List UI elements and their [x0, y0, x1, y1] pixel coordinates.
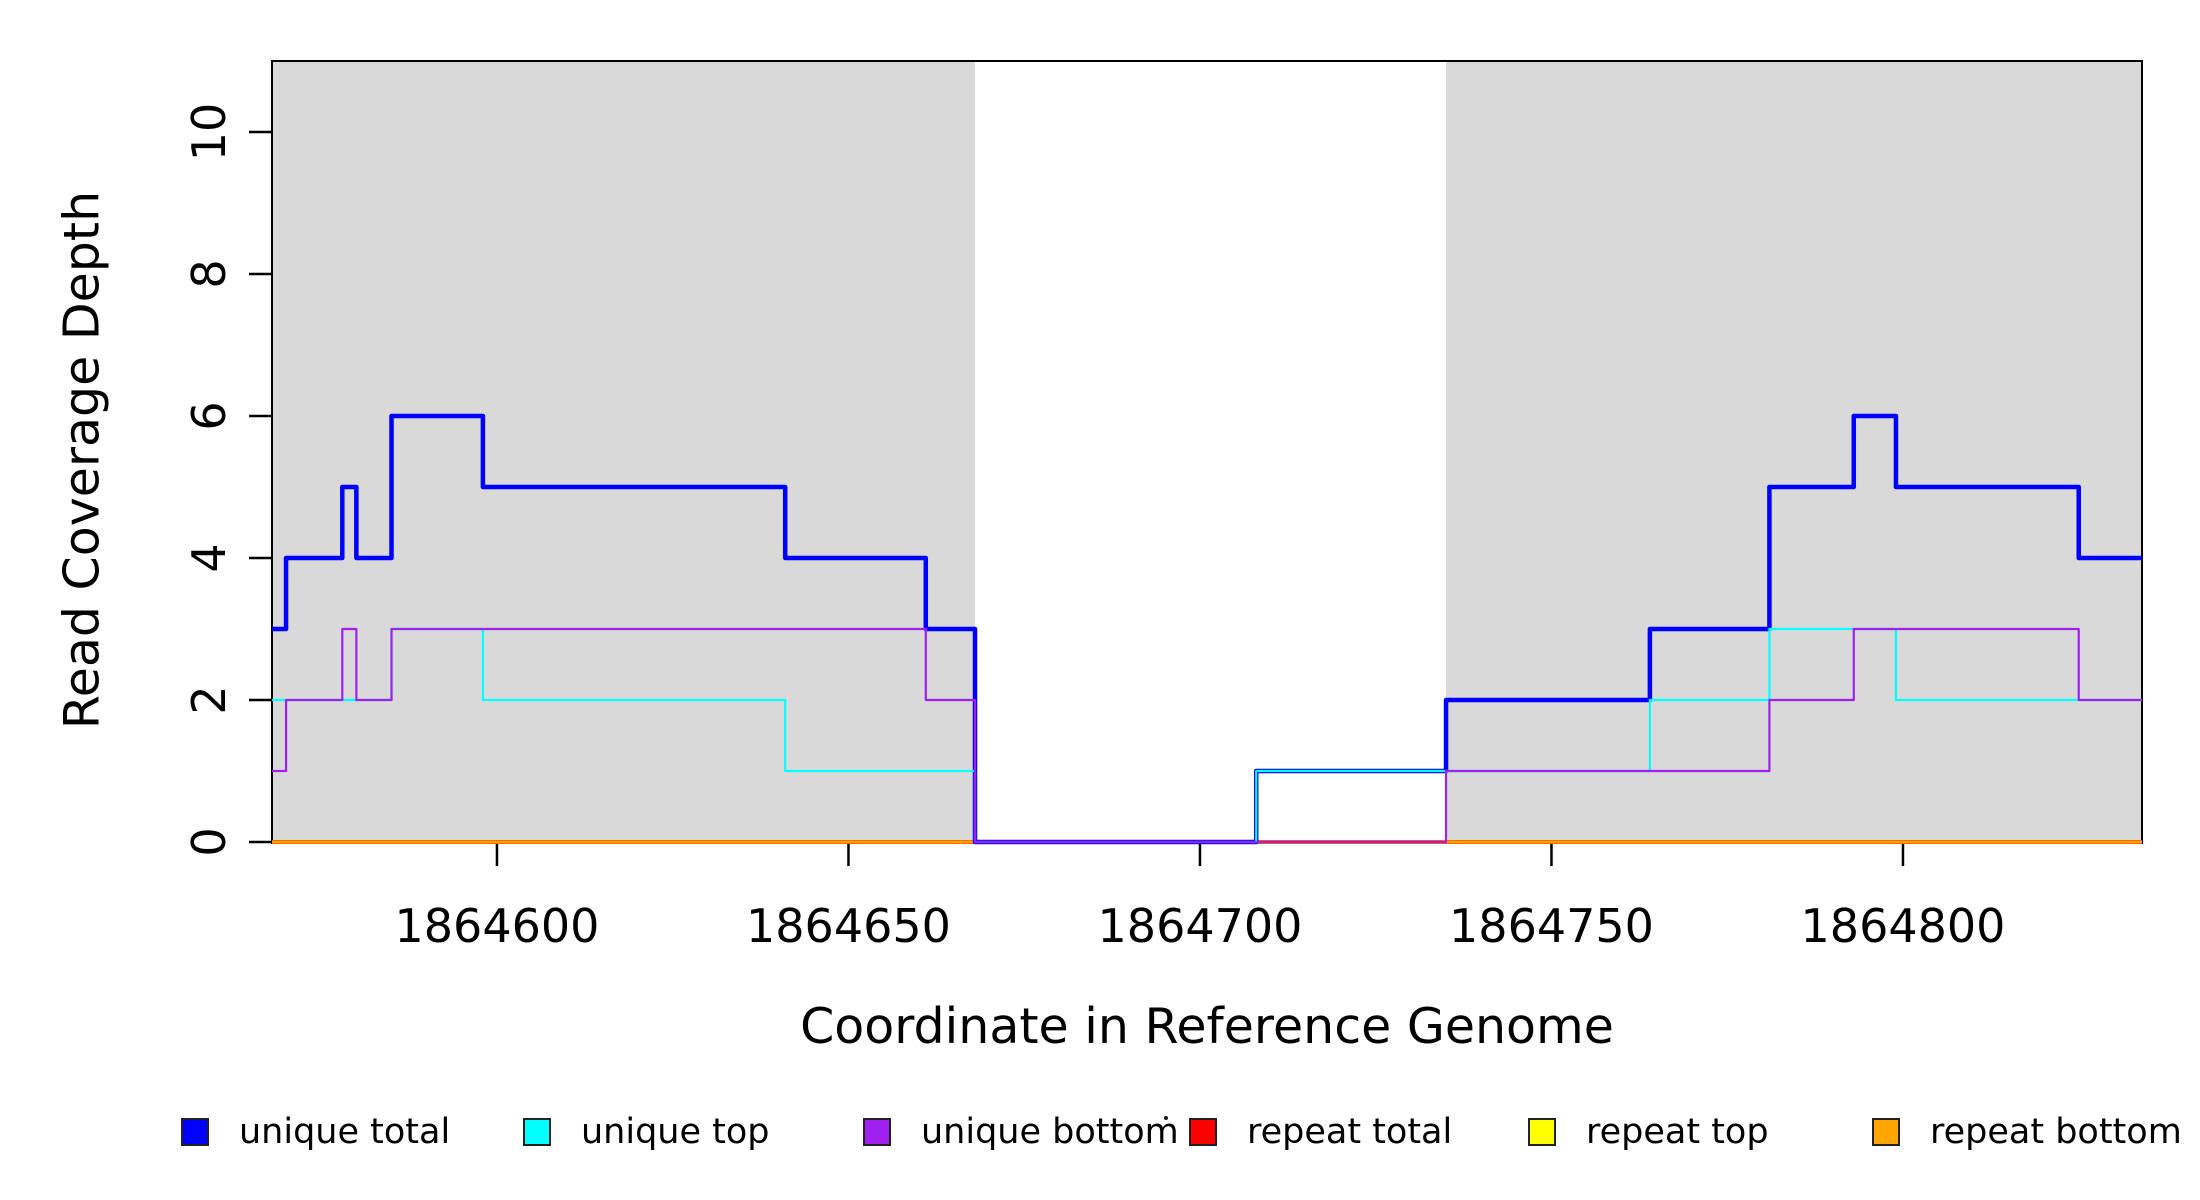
- x-tick-label: 1864700: [1098, 899, 1303, 953]
- x-tick-label: 1864750: [1449, 899, 1654, 953]
- y-tick-label: 6: [182, 401, 236, 430]
- legend-item-unique-bottom: unique bottom: [863, 1112, 1179, 1152]
- legend-label: repeat top: [1586, 1112, 1769, 1152]
- legend-swatch-unique-bottom: [863, 1118, 891, 1146]
- x-tick-label: 1864650: [746, 899, 951, 953]
- legend-item-unique-total: unique total: [181, 1112, 451, 1152]
- x-tick-label: 1864600: [395, 899, 600, 953]
- legend-item-repeat-total: repeat total: [1189, 1112, 1453, 1152]
- legend-swatch-repeat-top: [1528, 1118, 1556, 1146]
- y-tick-label: 8: [182, 259, 236, 288]
- legend-item-unique-top: unique top: [523, 1112, 770, 1152]
- y-tick-label: 0: [182, 827, 236, 856]
- series-line-unique-bottom: [272, 627, 2142, 844]
- legend-label: repeat total: [1247, 1112, 1453, 1152]
- shaded-block-left: [272, 61, 976, 843]
- legend-item-repeat-top: repeat top: [1528, 1112, 1769, 1152]
- stray-dot: [1164, 1116, 1168, 1120]
- y-tick-label: 2: [182, 685, 236, 714]
- legend-item-repeat-bottom: repeat bottom: [1872, 1112, 2182, 1152]
- legend-swatch-unique-top: [523, 1118, 551, 1146]
- y-tick-label: 4: [182, 543, 236, 572]
- x-axis-title: Coordinate in Reference Genome: [800, 998, 1614, 1055]
- y-tick-label: 10: [182, 103, 236, 162]
- y-axis-title: Read Coverage Depth: [53, 190, 111, 730]
- legend-label: unique total: [239, 1112, 451, 1152]
- legend-label: unique bottom: [921, 1112, 1179, 1152]
- x-tick-label: 1864800: [1801, 899, 2006, 953]
- legend-swatch-repeat-bottom: [1872, 1118, 1900, 1146]
- legend-label: unique top: [581, 1112, 770, 1152]
- legend-swatch-repeat-total: [1189, 1118, 1217, 1146]
- legend-label: repeat bottom: [1930, 1112, 2182, 1152]
- shaded-block-right: [1446, 61, 2142, 843]
- legend-swatch-unique-total: [181, 1118, 209, 1146]
